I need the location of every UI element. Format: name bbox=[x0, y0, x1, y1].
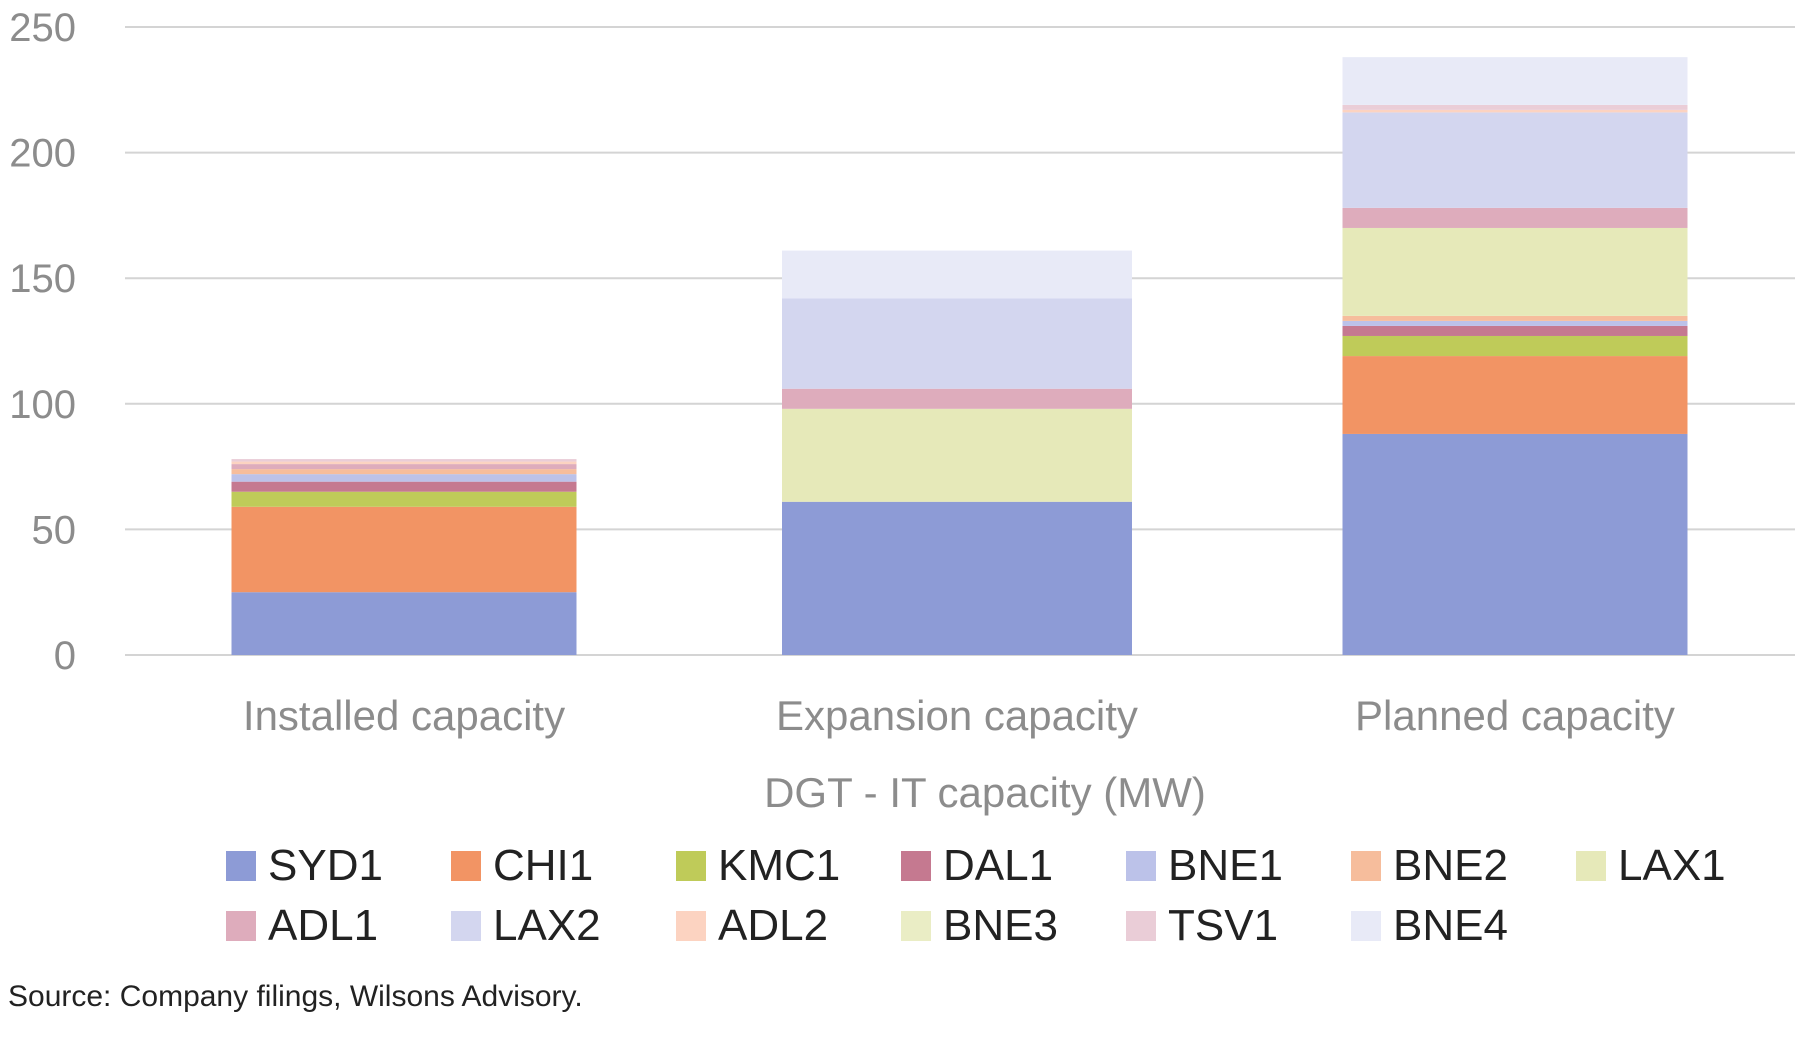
legend-label: BNE4 bbox=[1393, 901, 1508, 950]
stacked-bar-chart: 0 50 100 150 200 250 Installed capacity Expans… bbox=[9, 6, 1795, 816]
bar-segment-adl1 bbox=[782, 388, 1132, 409]
bar-segment-adl1 bbox=[231, 464, 577, 470]
bar-segment-lax1 bbox=[1342, 227, 1688, 316]
legend-item-bne2: BNE2 bbox=[1351, 844, 1576, 888]
legend-label: SYD1 bbox=[268, 841, 383, 890]
bars bbox=[231, 57, 1688, 655]
bar-segment-adl2 bbox=[1342, 109, 1688, 113]
bar-segment-bne4 bbox=[1342, 57, 1688, 105]
x-axis-title: DGT - IT capacity (MW) bbox=[764, 769, 1206, 816]
x-category-label: Expansion capacity bbox=[776, 692, 1138, 739]
bar-segment-dal1 bbox=[231, 481, 577, 492]
legend-label: KMC1 bbox=[718, 841, 841, 890]
y-tick-label: 50 bbox=[32, 508, 77, 552]
legend-label: BNE1 bbox=[1168, 841, 1283, 890]
legend-swatch bbox=[226, 851, 256, 881]
legend-swatch bbox=[451, 851, 481, 881]
legend-row: SYD1 CHI1 KMC1 DAL1 BNE1 BNE2 LAX1 bbox=[226, 836, 1786, 896]
bar-segment-bne1 bbox=[231, 474, 577, 482]
bar-segment-lax2 bbox=[782, 298, 1132, 389]
legend-item-adl2: ADL2 bbox=[676, 904, 901, 948]
legend-item-dal1: DAL1 bbox=[901, 844, 1126, 888]
bar-segment-kmc1 bbox=[1342, 335, 1688, 357]
legend-item-bne1: BNE1 bbox=[1126, 844, 1351, 888]
legend-swatch bbox=[1351, 851, 1381, 881]
bar-segment-lax2 bbox=[1342, 112, 1688, 208]
x-axis-categories: Installed capacity Expansion capacity Plan… bbox=[243, 692, 1675, 739]
legend-item-kmc1: KMC1 bbox=[676, 844, 901, 888]
y-tick-label: 250 bbox=[9, 6, 76, 50]
legend-item-bne3: BNE3 bbox=[901, 904, 1126, 948]
bar-segment-chi1 bbox=[231, 506, 577, 593]
bar-segment-tsv1 bbox=[231, 459, 577, 462]
bar-segment-dal1 bbox=[1342, 325, 1688, 336]
y-tick-label: 150 bbox=[9, 257, 76, 301]
legend-label: LAX1 bbox=[1618, 841, 1726, 890]
legend-swatch bbox=[1126, 911, 1156, 941]
y-tick-label: 100 bbox=[9, 383, 76, 427]
y-tick-label: 200 bbox=[9, 132, 76, 176]
legend-label: BNE2 bbox=[1393, 841, 1508, 890]
y-axis-ticks: 0 50 100 150 200 250 bbox=[9, 6, 76, 678]
legend-swatch bbox=[901, 911, 931, 941]
source-note: Source: Company filings, Wilsons Advisor… bbox=[8, 980, 583, 1013]
legend-swatch bbox=[901, 851, 931, 881]
bar-segment-syd1 bbox=[231, 592, 577, 655]
bar-segment-adl1 bbox=[1342, 207, 1688, 228]
x-category-label: Installed capacity bbox=[243, 692, 565, 739]
y-tick-label: 0 bbox=[54, 634, 76, 678]
bar-segment-bne2 bbox=[231, 469, 577, 475]
legend-label: ADL2 bbox=[718, 901, 829, 950]
legend-row: ADL1 LAX2 ADL2 BNE3 TSV1 BNE4 bbox=[226, 896, 1786, 956]
bar-segment-bne2 bbox=[1342, 315, 1688, 321]
legend-swatch bbox=[1351, 911, 1381, 941]
bar-segment-bne4 bbox=[782, 250, 1132, 299]
bar-segment-tsv1 bbox=[1342, 104, 1688, 110]
x-category-label: Planned capacity bbox=[1355, 692, 1675, 739]
legend-swatch bbox=[1126, 851, 1156, 881]
bar-segment-lax1 bbox=[782, 408, 1132, 502]
legend-label: DAL1 bbox=[943, 841, 1054, 890]
legend-swatch bbox=[676, 911, 706, 941]
legend-label: CHI1 bbox=[493, 841, 594, 890]
legend-item-chi1: CHI1 bbox=[451, 844, 676, 888]
legend-label: ADL1 bbox=[268, 901, 379, 950]
bar-segment-syd1 bbox=[782, 501, 1132, 655]
legend: SYD1 CHI1 KMC1 DAL1 BNE1 BNE2 LAX1 ADL1 LAX2 ADL2… bbox=[226, 836, 1786, 956]
bar-segment-kmc1 bbox=[231, 491, 577, 507]
legend-item-bne4: BNE4 bbox=[1351, 904, 1576, 948]
legend-item-adl1: ADL1 bbox=[226, 904, 451, 948]
legend-item-syd1: SYD1 bbox=[226, 844, 451, 888]
legend-item-lax2: LAX2 bbox=[451, 904, 676, 948]
legend-swatch bbox=[451, 911, 481, 941]
legend-swatch bbox=[676, 851, 706, 881]
bar-segment-syd1 bbox=[1342, 433, 1688, 655]
legend-label: BNE3 bbox=[943, 901, 1058, 950]
legend-swatch bbox=[226, 911, 256, 941]
legend-swatch bbox=[1576, 851, 1606, 881]
legend-label: LAX2 bbox=[493, 901, 601, 950]
legend-label: TSV1 bbox=[1168, 901, 1279, 950]
bar-segment-bne1 bbox=[1342, 320, 1688, 326]
bar-segment-adl2 bbox=[231, 461, 577, 465]
legend-item-tsv1: TSV1 bbox=[1126, 904, 1351, 948]
bar-segment-chi1 bbox=[1342, 356, 1688, 434]
legend-item-lax1: LAX1 bbox=[1576, 844, 1800, 888]
